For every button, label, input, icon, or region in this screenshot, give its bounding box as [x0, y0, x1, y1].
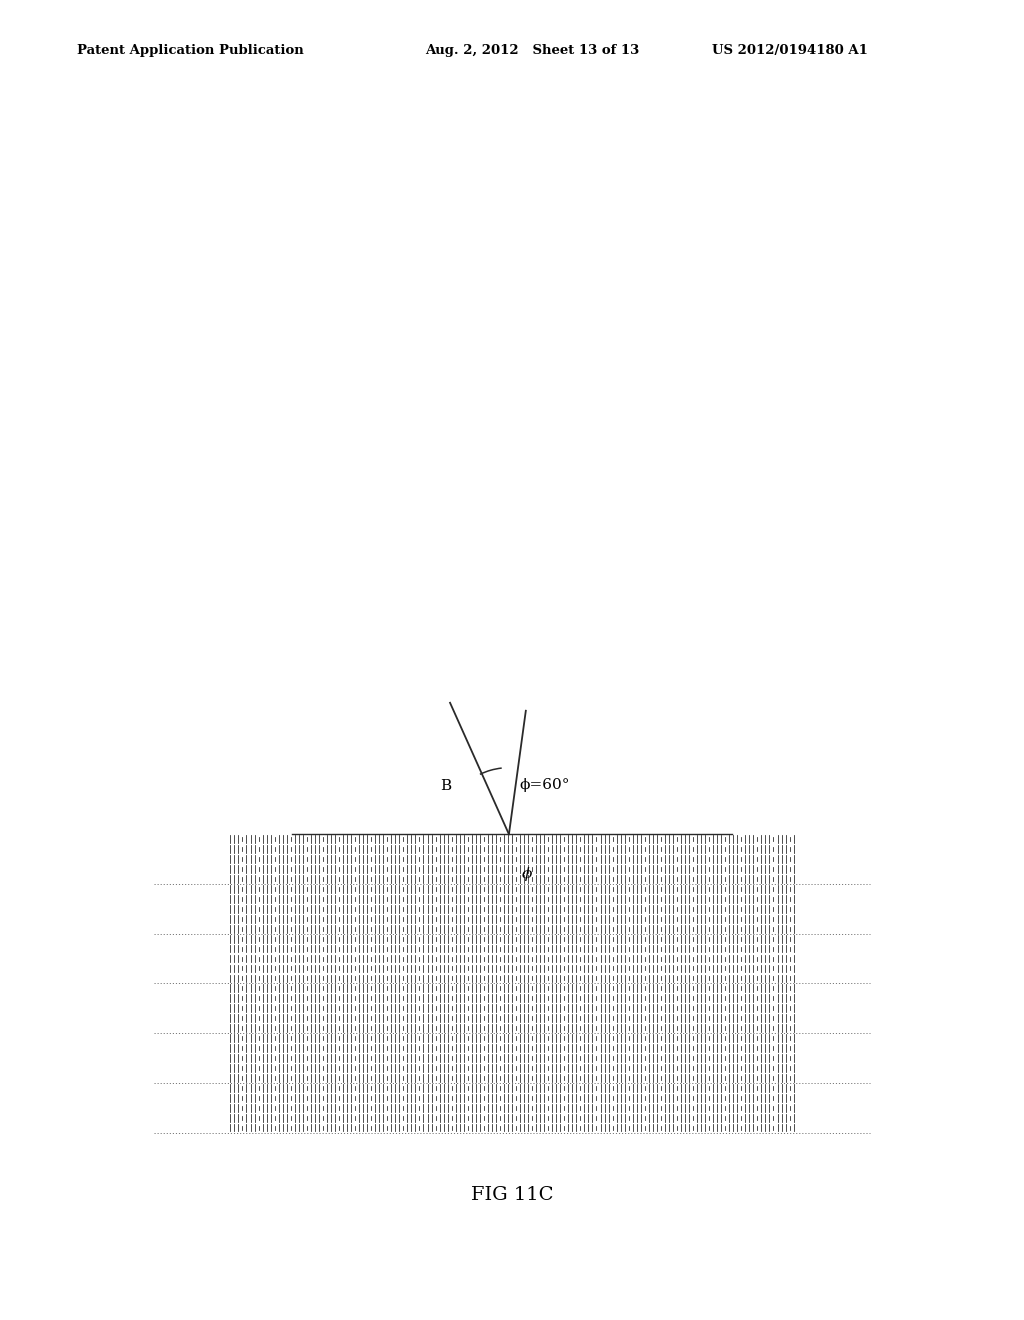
Text: Aug. 2, 2012   Sheet 13 of 13: Aug. 2, 2012 Sheet 13 of 13 [425, 45, 639, 57]
Text: FIG 11C: FIG 11C [471, 1185, 553, 1204]
Text: ϕ=60°: ϕ=60° [519, 777, 570, 792]
Text: B: B [440, 779, 451, 793]
Text: US 2012/0194180 A1: US 2012/0194180 A1 [712, 45, 867, 57]
Text: ϕ: ϕ [522, 867, 532, 880]
Text: Patent Application Publication: Patent Application Publication [77, 45, 303, 57]
